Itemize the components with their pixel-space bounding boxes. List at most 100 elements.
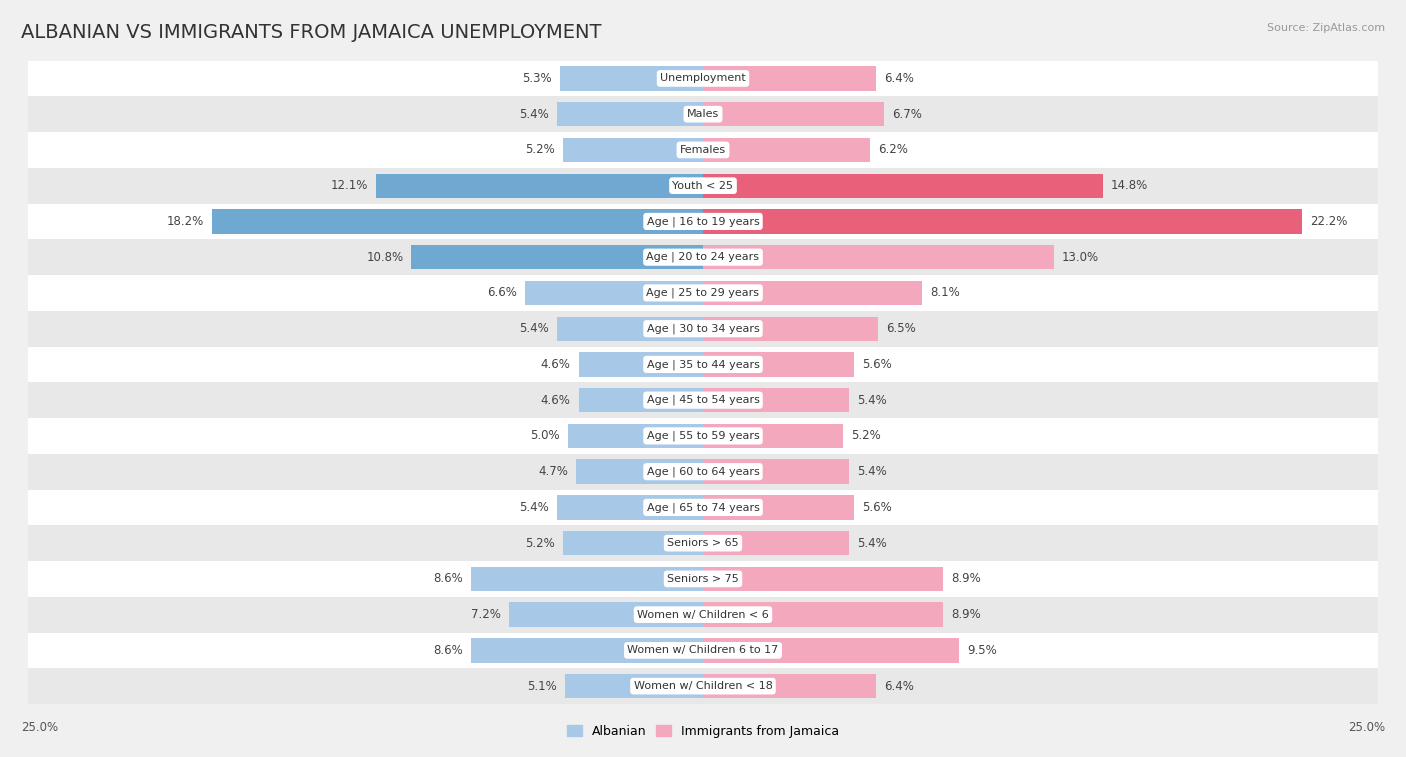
Text: 18.2%: 18.2% xyxy=(166,215,204,228)
Text: Age | 30 to 34 years: Age | 30 to 34 years xyxy=(647,323,759,334)
Bar xyxy=(562,138,703,162)
Text: 5.3%: 5.3% xyxy=(522,72,551,85)
Text: 8.6%: 8.6% xyxy=(433,572,463,585)
Bar xyxy=(703,459,849,484)
Text: 6.2%: 6.2% xyxy=(879,143,908,157)
Bar xyxy=(212,209,703,234)
Bar xyxy=(703,674,876,698)
Bar xyxy=(28,525,1378,561)
Text: Women w/ Children < 6: Women w/ Children < 6 xyxy=(637,609,769,620)
Bar xyxy=(471,567,703,591)
Text: 5.6%: 5.6% xyxy=(862,358,891,371)
Bar xyxy=(28,239,1378,275)
Text: Males: Males xyxy=(688,109,718,119)
Bar xyxy=(28,633,1378,668)
Bar xyxy=(557,102,703,126)
Text: Age | 20 to 24 years: Age | 20 to 24 years xyxy=(647,252,759,263)
Bar xyxy=(703,531,849,556)
Bar xyxy=(579,352,703,376)
Text: Seniors > 75: Seniors > 75 xyxy=(666,574,740,584)
Text: 5.2%: 5.2% xyxy=(524,143,554,157)
Bar xyxy=(28,275,1378,311)
Text: 8.9%: 8.9% xyxy=(952,608,981,621)
Bar xyxy=(28,96,1378,132)
Text: 5.6%: 5.6% xyxy=(862,501,891,514)
Text: 5.1%: 5.1% xyxy=(527,680,557,693)
Text: 13.0%: 13.0% xyxy=(1062,251,1099,263)
Bar xyxy=(28,490,1378,525)
Text: 5.4%: 5.4% xyxy=(856,465,887,478)
Bar xyxy=(412,245,703,269)
Text: 7.2%: 7.2% xyxy=(471,608,501,621)
Bar xyxy=(28,347,1378,382)
Bar xyxy=(377,173,703,198)
Bar xyxy=(703,603,943,627)
Bar xyxy=(568,424,703,448)
Text: 5.4%: 5.4% xyxy=(519,501,550,514)
Bar xyxy=(557,316,703,341)
Text: Age | 60 to 64 years: Age | 60 to 64 years xyxy=(647,466,759,477)
Legend: Albanian, Immigrants from Jamaica: Albanian, Immigrants from Jamaica xyxy=(561,720,845,743)
Bar xyxy=(28,418,1378,453)
Text: 10.8%: 10.8% xyxy=(366,251,404,263)
Bar xyxy=(28,382,1378,418)
Bar xyxy=(28,61,1378,96)
Text: Age | 35 to 44 years: Age | 35 to 44 years xyxy=(647,359,759,369)
Text: 6.4%: 6.4% xyxy=(884,680,914,693)
Text: Age | 45 to 54 years: Age | 45 to 54 years xyxy=(647,395,759,406)
Text: 14.8%: 14.8% xyxy=(1111,179,1147,192)
Bar xyxy=(28,204,1378,239)
Bar xyxy=(703,138,870,162)
Text: 8.1%: 8.1% xyxy=(929,286,959,300)
Bar xyxy=(703,638,959,662)
Text: 6.6%: 6.6% xyxy=(486,286,517,300)
Text: 5.4%: 5.4% xyxy=(519,322,550,335)
Text: 5.4%: 5.4% xyxy=(519,107,550,120)
Bar xyxy=(560,67,703,91)
Text: Source: ZipAtlas.com: Source: ZipAtlas.com xyxy=(1267,23,1385,33)
Text: 6.7%: 6.7% xyxy=(891,107,922,120)
Text: Females: Females xyxy=(681,145,725,155)
Text: 5.4%: 5.4% xyxy=(856,537,887,550)
Bar xyxy=(703,424,844,448)
Bar xyxy=(576,459,703,484)
Bar xyxy=(703,67,876,91)
Text: 6.4%: 6.4% xyxy=(884,72,914,85)
Text: Age | 65 to 74 years: Age | 65 to 74 years xyxy=(647,502,759,512)
Text: Youth < 25: Youth < 25 xyxy=(672,181,734,191)
Text: 5.4%: 5.4% xyxy=(856,394,887,407)
Bar xyxy=(703,388,849,413)
Text: 5.2%: 5.2% xyxy=(524,537,554,550)
Bar xyxy=(703,245,1054,269)
Bar xyxy=(524,281,703,305)
Bar xyxy=(509,603,703,627)
Text: 4.6%: 4.6% xyxy=(541,358,571,371)
Bar xyxy=(579,388,703,413)
Text: 25.0%: 25.0% xyxy=(21,721,58,734)
Text: 25.0%: 25.0% xyxy=(1348,721,1385,734)
Bar xyxy=(28,597,1378,633)
Bar xyxy=(565,674,703,698)
Bar xyxy=(28,561,1378,597)
Text: Age | 16 to 19 years: Age | 16 to 19 years xyxy=(647,217,759,226)
Text: 4.6%: 4.6% xyxy=(541,394,571,407)
Bar xyxy=(28,311,1378,347)
Bar xyxy=(703,316,879,341)
Text: 8.9%: 8.9% xyxy=(952,572,981,585)
Text: 12.1%: 12.1% xyxy=(330,179,368,192)
Text: Age | 55 to 59 years: Age | 55 to 59 years xyxy=(647,431,759,441)
Bar xyxy=(703,102,884,126)
Text: Age | 25 to 29 years: Age | 25 to 29 years xyxy=(647,288,759,298)
Text: 22.2%: 22.2% xyxy=(1310,215,1348,228)
Bar xyxy=(28,132,1378,168)
Bar xyxy=(28,168,1378,204)
Bar xyxy=(703,281,922,305)
Bar xyxy=(557,495,703,519)
Text: Women w/ Children 6 to 17: Women w/ Children 6 to 17 xyxy=(627,646,779,656)
Text: 9.5%: 9.5% xyxy=(967,644,997,657)
Text: ALBANIAN VS IMMIGRANTS FROM JAMAICA UNEMPLOYMENT: ALBANIAN VS IMMIGRANTS FROM JAMAICA UNEM… xyxy=(21,23,602,42)
Bar xyxy=(703,173,1102,198)
Bar xyxy=(703,352,855,376)
Text: 4.7%: 4.7% xyxy=(538,465,568,478)
Bar xyxy=(703,495,855,519)
